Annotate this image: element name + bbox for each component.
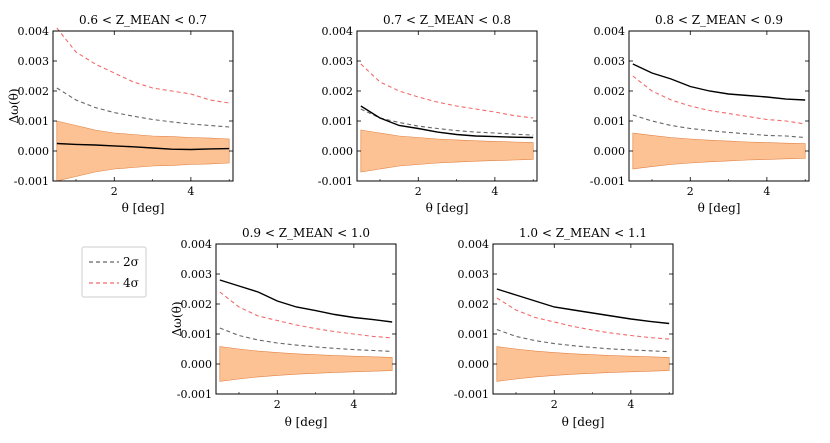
plot-frame	[356, 30, 538, 182]
threshold-line-2sigma	[56, 87, 230, 128]
x-tick-label: 4	[763, 185, 770, 198]
y-tick-label: 0.002	[458, 298, 490, 311]
y-tick-label: 0.003	[18, 55, 50, 68]
threshold-line-4sigma	[56, 27, 230, 104]
plot-frame	[215, 243, 397, 395]
threshold-line-4sigma	[496, 297, 670, 340]
measured-line	[56, 142, 230, 151]
x-tick-label: 2	[687, 185, 694, 198]
plot-frame	[628, 30, 810, 182]
x-axis-label: θ [deg]	[698, 201, 741, 215]
y-tick-label: 0.003	[594, 55, 626, 68]
y-tick-label: 0.003	[322, 55, 354, 68]
x-axis-label: θ [deg]	[426, 201, 469, 215]
y-tick-label: -0.001	[454, 388, 489, 401]
panel-z-0.8-0.9: 0.8 < Z_MEAN < 0.9 θ [deg] -0.001 0.000 0.…	[590, 13, 810, 215]
threshold-line-4sigma	[219, 291, 393, 339]
measured-line	[360, 105, 534, 139]
panel-title: 0.7 < Z_MEAN < 0.8	[383, 13, 511, 27]
y-tick-label: 0.000	[322, 145, 354, 158]
y-tick-label: -0.001	[177, 388, 212, 401]
x-tick-label: 2	[551, 398, 558, 411]
y-tick-label: 0.002	[594, 85, 626, 98]
x-tick-label: 4	[491, 185, 498, 198]
panel-title: 0.8 < Z_MEAN < 0.9	[655, 13, 783, 27]
y-tick-label: 0.001	[181, 328, 213, 341]
y-tick-label: 0.004	[322, 25, 354, 38]
y-tick-label: 0.002	[181, 298, 213, 311]
y-tick-label: 0.000	[458, 358, 490, 371]
x-tick-label: 2	[111, 185, 118, 198]
y-tick-label: 0.004	[18, 25, 50, 38]
y-tick-label: 0.001	[458, 328, 490, 341]
y-tick-label: 0.001	[594, 115, 626, 128]
measured-line	[219, 279, 393, 323]
x-axis-label: θ [deg]	[562, 415, 605, 429]
threshold-line-2sigma	[360, 108, 534, 136]
x-tick-label: 4	[627, 398, 634, 411]
threshold-line-4sigma	[632, 75, 806, 125]
plot-frame	[492, 243, 674, 395]
y-tick-label: 0.000	[181, 358, 213, 371]
panel-z-0.9-1.0: 0.9 < Z_MEAN < 1.0 Δω(θ) θ [deg] -0.001 0…	[170, 226, 397, 429]
y-tick-label: 0.004	[458, 238, 490, 251]
x-axis-label: θ [deg]	[122, 201, 165, 215]
legend-label-2sigma: 2σ	[123, 255, 139, 269]
measured-line	[496, 288, 670, 325]
panel-z-0.7-0.8: 0.7 < Z_MEAN < 0.8 θ [deg] -0.001 0.000 0.…	[318, 13, 538, 215]
y-tick-label: 0.004	[181, 238, 213, 251]
x-tick-label: 2	[274, 398, 281, 411]
confidence-band	[219, 346, 393, 382]
x-tick-label: 4	[187, 185, 194, 198]
threshold-line-2sigma	[496, 328, 670, 353]
y-tick-label: 0.004	[594, 25, 626, 38]
x-tick-label: 4	[350, 398, 357, 411]
panel-title: 0.6 < Z_MEAN < 0.7	[79, 13, 207, 27]
y-tick-label: 0.002	[322, 85, 354, 98]
legend-box	[81, 246, 147, 298]
y-axis-label: Δω(θ)	[7, 88, 21, 123]
panel-title: 0.9 < Z_MEAN < 1.0	[242, 226, 370, 240]
threshold-line-2sigma	[219, 327, 393, 352]
y-tick-label: -0.001	[590, 175, 625, 188]
y-tick-label: -0.001	[318, 175, 353, 188]
y-tick-label: 0.003	[181, 268, 213, 281]
panel-z-0.6-0.7: 0.6 < Z_MEAN < 0.7 Δω(θ) θ [deg] -0.001 0…	[7, 13, 234, 215]
y-tick-label: -0.001	[14, 175, 49, 188]
threshold-line-2sigma	[632, 114, 806, 139]
y-tick-label: 0.001	[322, 115, 354, 128]
y-tick-label: 0.002	[18, 85, 50, 98]
confidence-band	[360, 129, 534, 173]
x-tick-label: 2	[415, 185, 422, 198]
legend-label-4sigma: 4σ	[123, 276, 139, 290]
legend: 2σ 4σ	[81, 246, 147, 298]
confidence-band	[632, 132, 806, 170]
threshold-line-4sigma	[360, 63, 534, 119]
confidence-band	[496, 346, 670, 382]
y-axis-label: Δω(θ)	[170, 301, 184, 336]
panel-title: 1.0 < Z_MEAN < 1.1	[519, 226, 647, 240]
panel-z-1.0-1.1: 1.0 < Z_MEAN < 1.1 θ [deg] -0.001 0.000 0.…	[454, 226, 674, 429]
x-axis-label: θ [deg]	[285, 415, 328, 429]
plot-frame	[52, 30, 234, 182]
y-tick-label: 0.001	[18, 115, 50, 128]
confidence-band	[56, 120, 230, 182]
y-tick-label: 0.000	[18, 145, 50, 158]
y-tick-label: 0.003	[458, 268, 490, 281]
measured-line	[632, 63, 806, 101]
y-tick-label: 0.000	[594, 145, 626, 158]
